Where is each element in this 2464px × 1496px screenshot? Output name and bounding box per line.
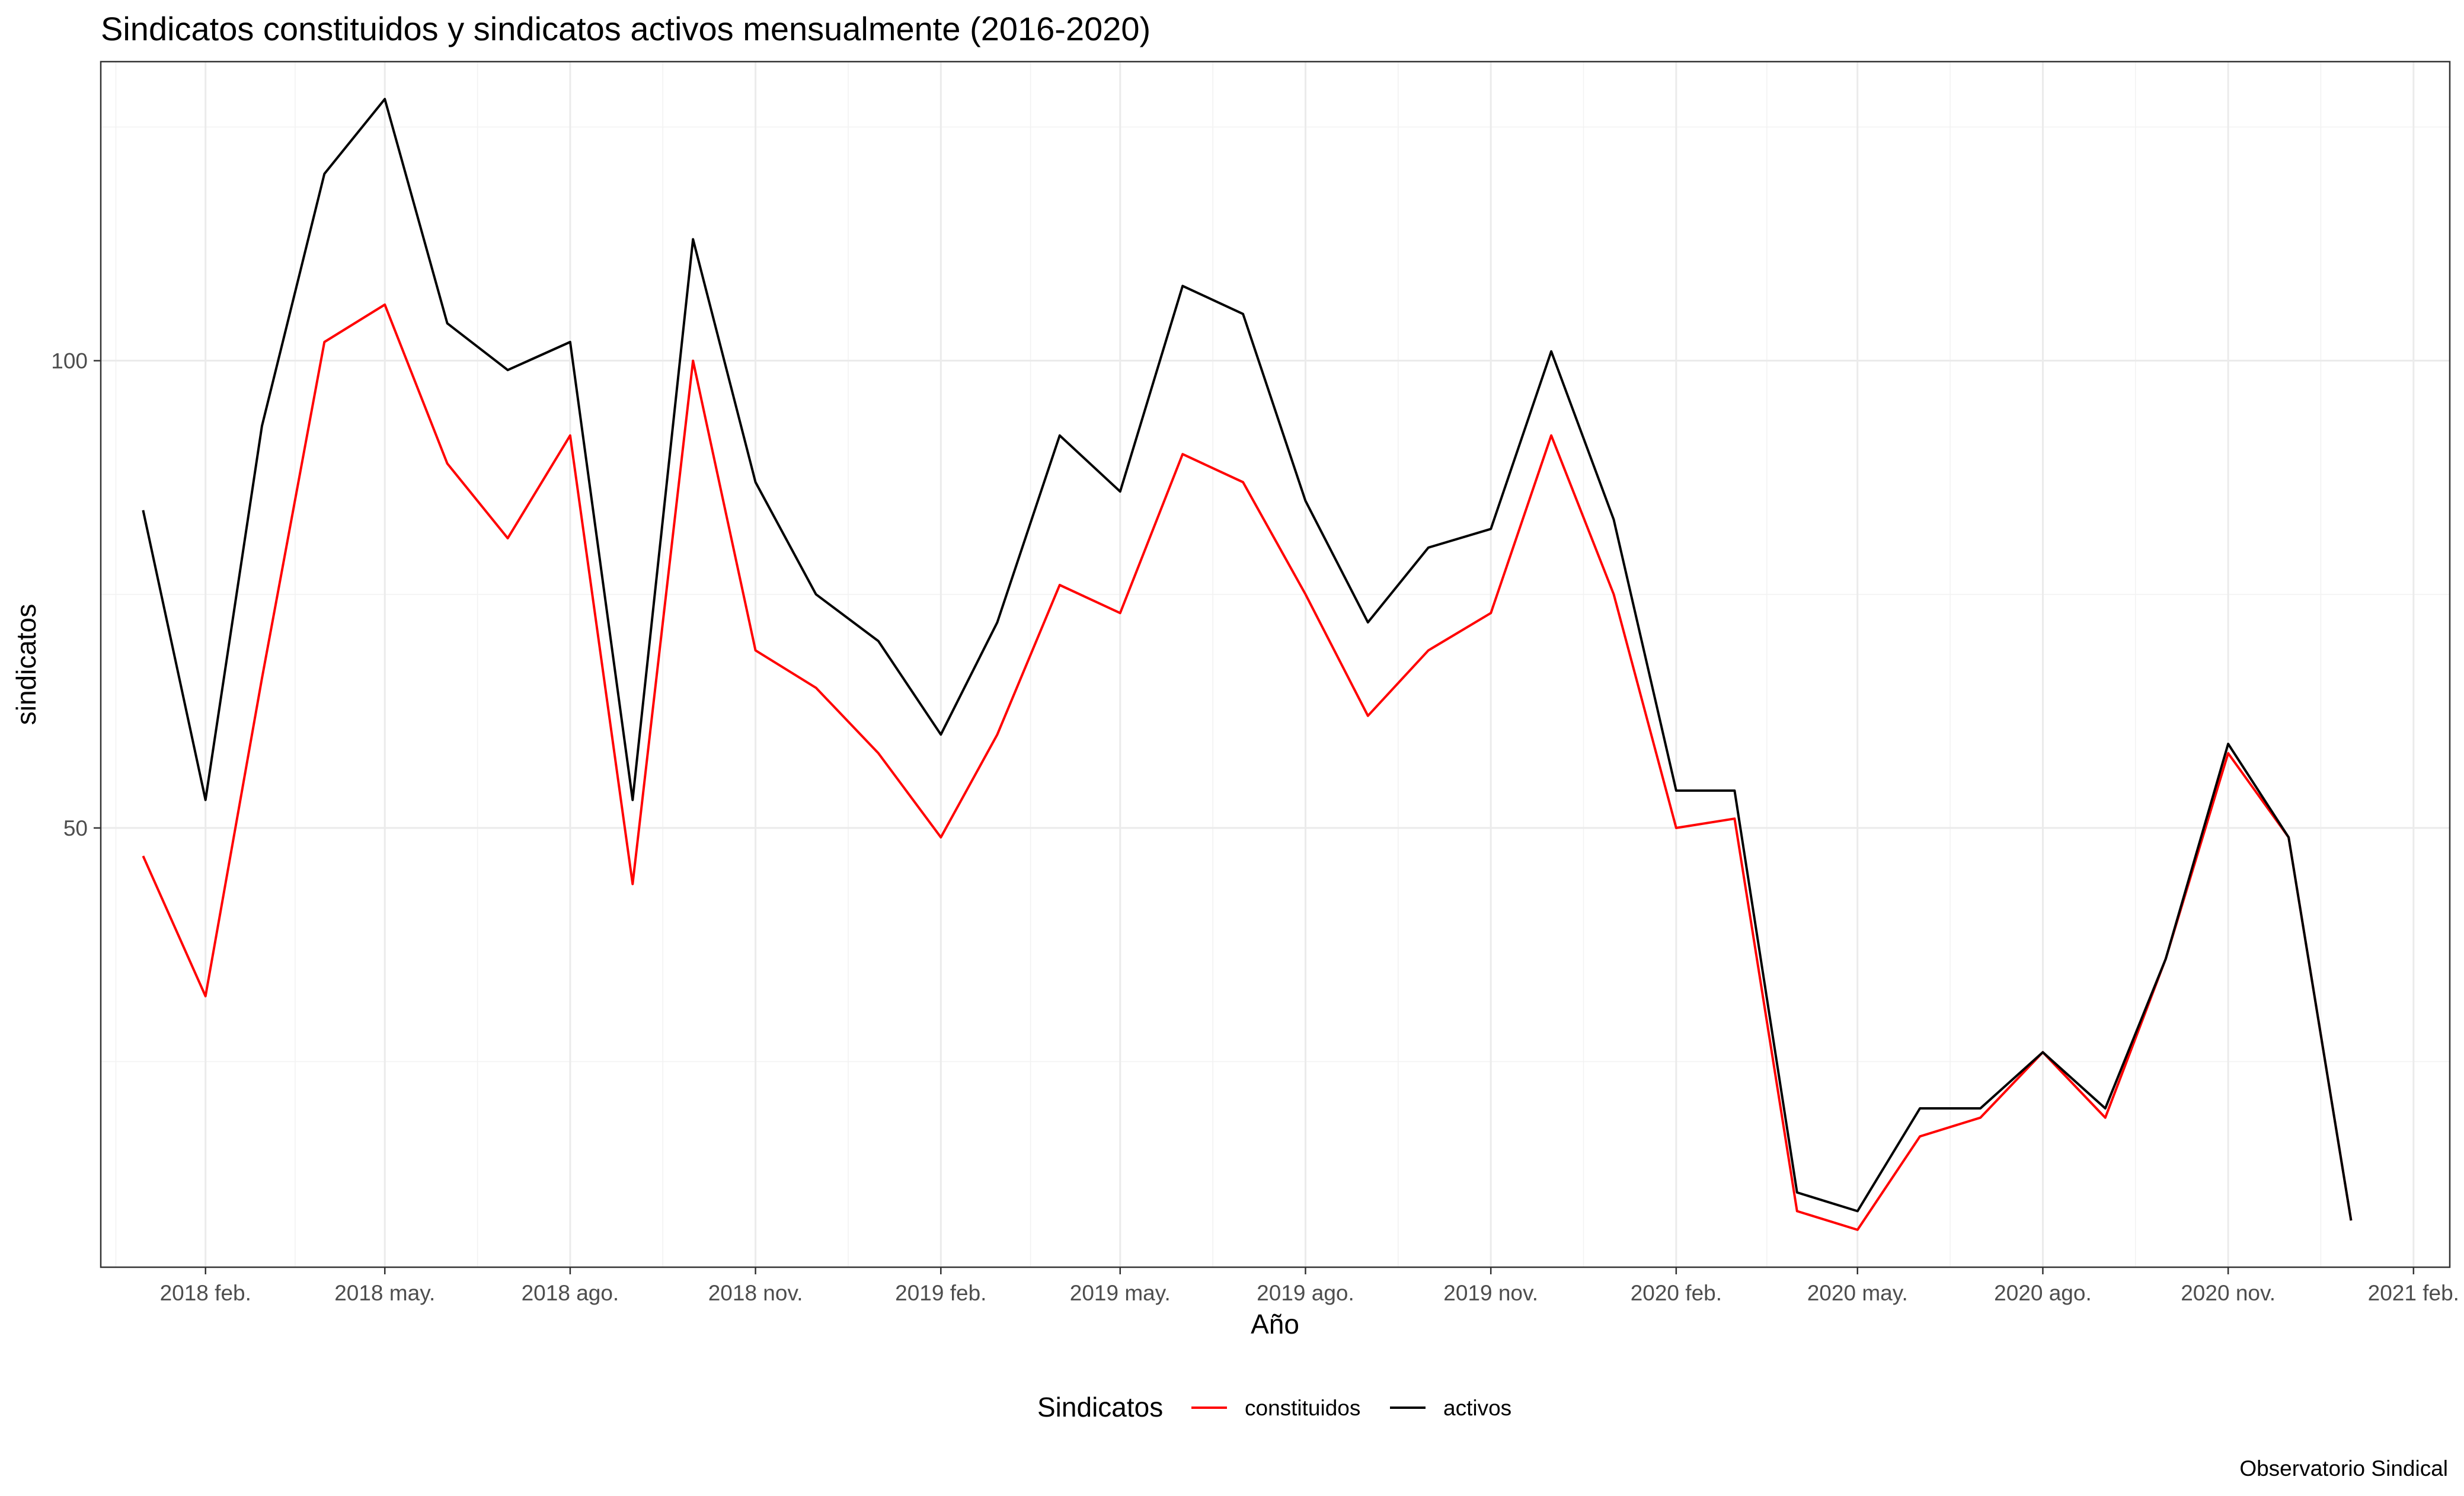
legend: Sindicatos constituidos activos bbox=[1037, 1392, 1511, 1423]
grid-lines bbox=[101, 62, 2450, 1267]
series-line-activos bbox=[142, 98, 2353, 1221]
x-tick-label: 2019 nov. bbox=[1443, 1281, 1538, 1305]
legend-title: Sindicatos bbox=[1037, 1392, 1163, 1423]
x-tick-label: 2018 feb. bbox=[160, 1281, 251, 1305]
x-tick-label: 2020 may. bbox=[1807, 1281, 1908, 1305]
x-tick-label: 2020 feb. bbox=[1631, 1281, 1722, 1305]
series-line-constituidos bbox=[142, 303, 2353, 1231]
x-tick-label: 2019 feb. bbox=[895, 1281, 986, 1305]
y-tick-label: 50 bbox=[63, 816, 88, 840]
x-tick-label: 2020 ago. bbox=[1994, 1281, 2092, 1305]
plot-panel-border bbox=[100, 60, 2451, 1268]
x-tick-label: 2018 ago. bbox=[522, 1281, 619, 1305]
series-lines bbox=[142, 98, 2353, 1231]
legend-label-activos: activos bbox=[1443, 1396, 1511, 1420]
legend-items: constituidos activos bbox=[1191, 1396, 1511, 1420]
x-tick-label: 2019 may. bbox=[1070, 1281, 1171, 1305]
x-tick-label: 2018 nov. bbox=[708, 1281, 803, 1305]
chart-title: Sindicatos constituidos y sindicatos act… bbox=[101, 10, 1150, 47]
x-tick-label: 2020 nov. bbox=[2181, 1281, 2276, 1305]
legend-label-constituidos: constituidos bbox=[1245, 1396, 1360, 1420]
y-axis-title: sindicatos bbox=[11, 604, 41, 725]
x-tick-label: 2019 ago. bbox=[1257, 1281, 1354, 1305]
y-tick-label: 100 bbox=[51, 349, 88, 373]
x-tick-label: 2018 may. bbox=[334, 1281, 435, 1305]
x-axis-title: Año bbox=[1251, 1309, 1299, 1340]
axes: 50 100 2018 feb. 2018 may. 2018 ago. 2018 nov… bbox=[51, 349, 2459, 1305]
chart-caption: Observatorio Sindical bbox=[2239, 1456, 2448, 1481]
x-tick-label: 2021 feb. bbox=[2368, 1281, 2459, 1305]
